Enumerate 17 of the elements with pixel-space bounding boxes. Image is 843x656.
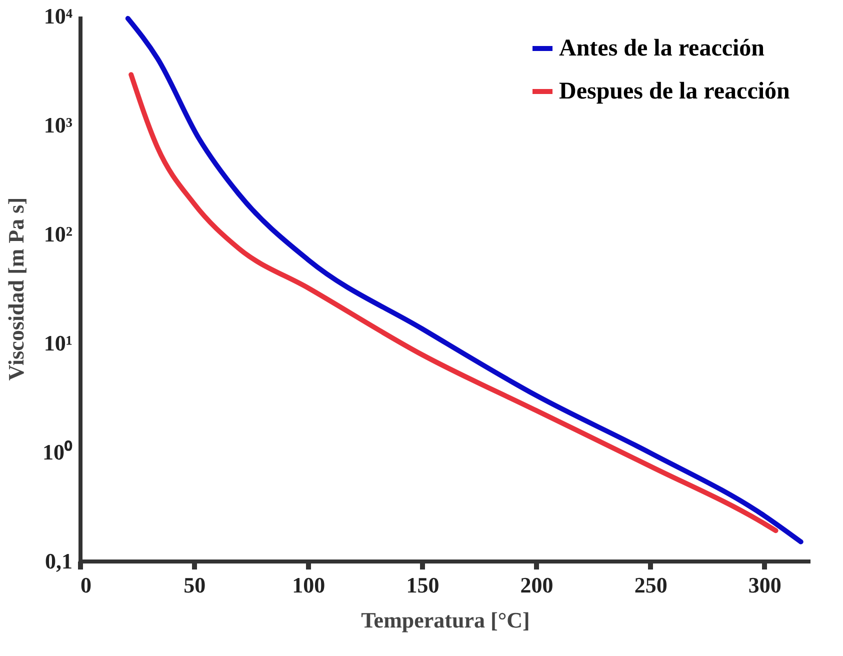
x-tick-label: 250 — [634, 572, 668, 598]
y-axis-title: Viscosidad [m Pa s] — [4, 197, 28, 381]
legend-label: Antes de la reacción — [559, 36, 765, 62]
x-tick-label: 100 — [292, 572, 326, 598]
y-tick-label: 10⁰ — [42, 440, 72, 464]
y-tick-label: 10² — [44, 222, 73, 246]
y-tick-label: 10⁴ — [44, 4, 73, 28]
x-tick-label: 0 — [80, 572, 92, 598]
x-tick-label: 200 — [520, 572, 554, 598]
x-tick-label: 50 — [184, 572, 206, 598]
y-tick-label: 0,1 — [45, 548, 72, 574]
x-axis-title: Temperatura [°C] — [361, 608, 530, 632]
legend-label: Despues de la reacción — [559, 78, 790, 104]
y-tick-label: 10¹ — [44, 330, 72, 356]
x-tick-label: 150 — [406, 572, 440, 598]
x-tick-label: 300 — [748, 572, 782, 598]
y-tick-label: 10³ — [44, 112, 73, 138]
